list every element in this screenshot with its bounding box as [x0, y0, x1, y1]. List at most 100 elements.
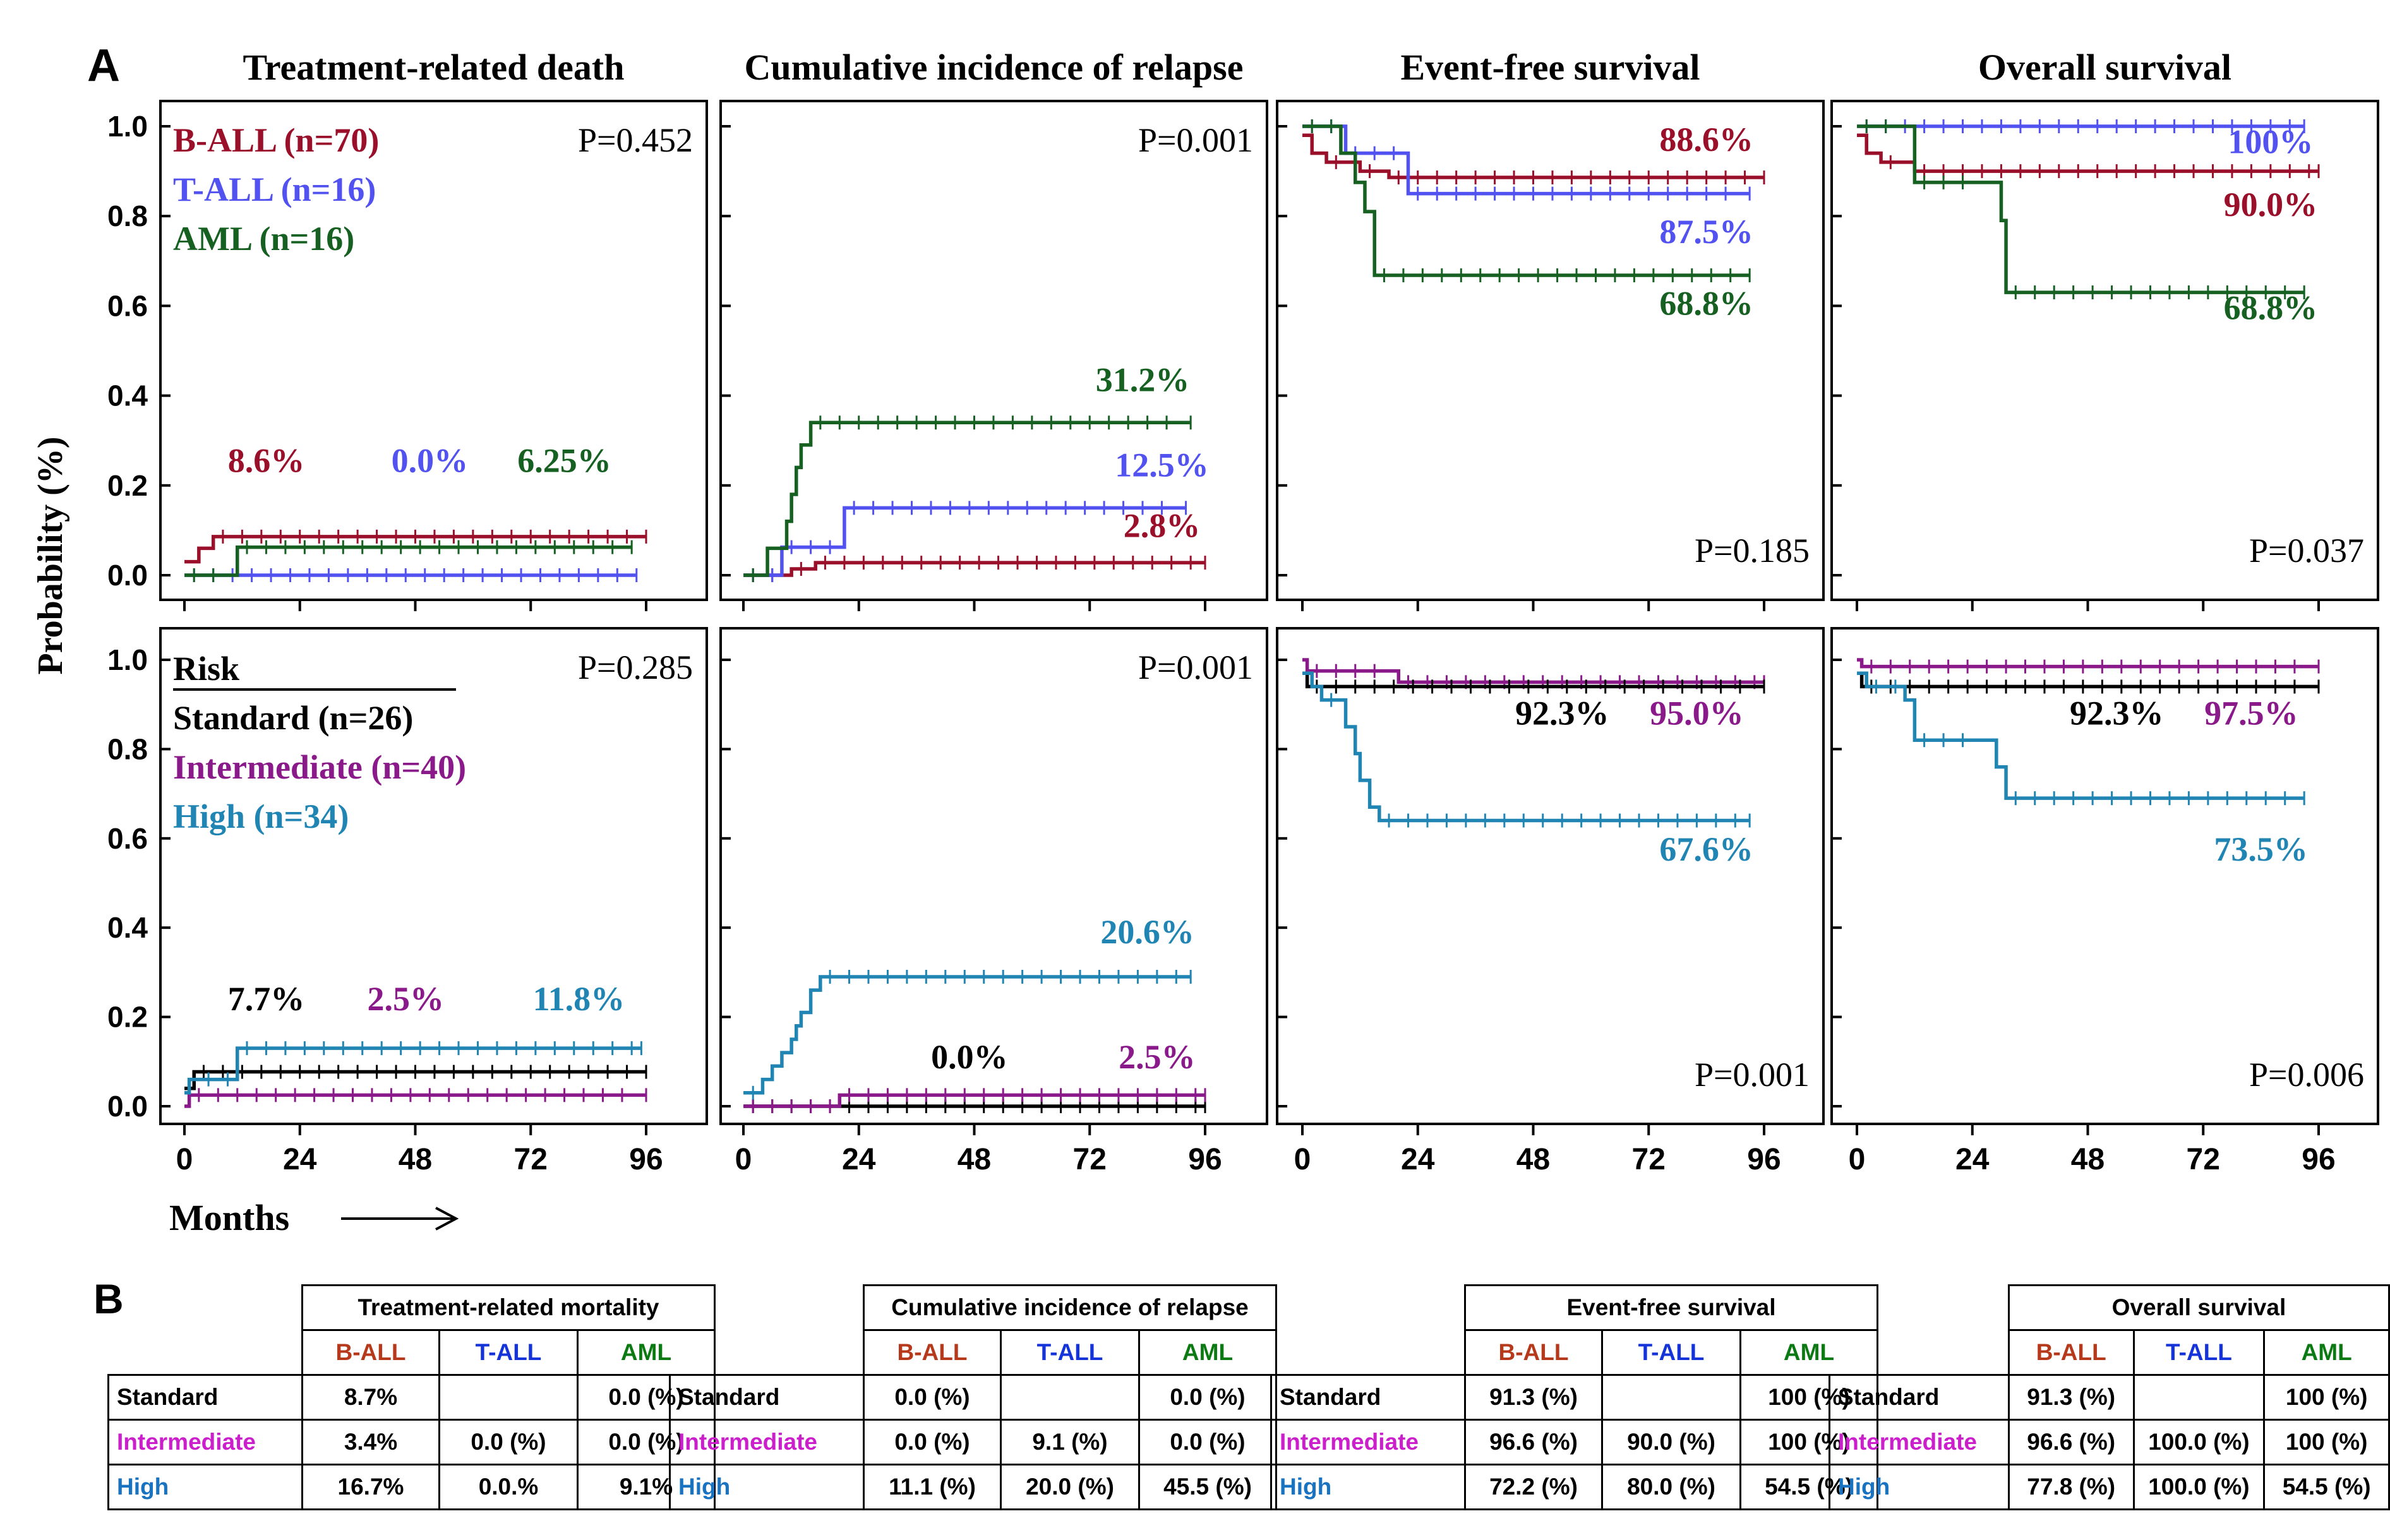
- censor-marks-b-all: [1889, 155, 2310, 179]
- row-label: Standard: [107, 1374, 303, 1421]
- table-cell: 100.0 (%): [2132, 1419, 2266, 1465]
- table-cell: 0.0 (%): [1138, 1419, 1277, 1465]
- value-annotation: 0.0%: [931, 1038, 1008, 1076]
- table-cell: 0.0 (%): [1138, 1374, 1277, 1421]
- p-value: P=0.006: [2249, 1056, 2364, 1094]
- value-annotation: 68.8%: [2224, 289, 2318, 327]
- summary-table-2: Event-free survival B-ALL T-ALL AML Standard…: [1270, 1284, 1878, 1510]
- table-cell: 0.0 (%): [438, 1419, 579, 1465]
- blank-cell: [1830, 1286, 2009, 1330]
- value-annotation: 20.6%: [1100, 913, 1194, 951]
- y-tick-label: 0.4: [107, 379, 148, 412]
- legend-entry: High (n=34): [173, 797, 349, 835]
- censor-marks-intermediate: [1870, 659, 2296, 674]
- x-tick-label: 96: [629, 1143, 663, 1176]
- series-line-high: [743, 975, 1191, 1095]
- table-cell: 11.1 (%): [863, 1464, 1002, 1510]
- value-annotation: 67.6%: [1659, 830, 1753, 868]
- value-annotation: 87.5%: [1659, 213, 1753, 251]
- table-cell: 90.0 (%): [1601, 1419, 1741, 1465]
- x-tick-label: 0: [735, 1143, 752, 1176]
- censor-marks-standard: [1316, 679, 1741, 694]
- y-tick-label: 0.0: [107, 1090, 148, 1123]
- x-tick-label: 48: [2071, 1143, 2105, 1176]
- table-cell: 9.1 (%): [1000, 1419, 1140, 1465]
- table-cell: [2132, 1374, 2266, 1421]
- summary-table-1: Cumulative incidence of relapse B-ALL T-AL…: [669, 1284, 1277, 1510]
- table-cell: [438, 1374, 579, 1421]
- x-tick-label: 72: [1073, 1143, 1107, 1176]
- y-axis-label: Probability (%): [31, 437, 70, 675]
- censor-marks-high: [1330, 693, 1736, 828]
- column-header: B-ALL: [301, 1329, 440, 1376]
- row-label: Standard: [1270, 1374, 1466, 1421]
- censor-marks-high: [752, 969, 1177, 1100]
- value-annotation: 12.5%: [1115, 446, 1209, 484]
- p-value: P=0.185: [1695, 532, 1810, 570]
- x-tick-label: 0: [1294, 1143, 1311, 1176]
- km-panel-0-0: Treatment-related death 0.0 0.2 0.4 0.6 0.8 1.…: [107, 47, 708, 611]
- plot-frame: [719, 627, 1268, 1125]
- series-line-intermediate: [184, 1093, 646, 1108]
- row-label: Intermediate: [669, 1419, 865, 1465]
- km-panel-1-0: 0.0 0.2 0.4 0.6 0.8 1.0 0 24 48 72 96 7.7% 2.5% 11.8%…: [107, 627, 708, 1176]
- censor-marks-intermediate: [198, 1088, 623, 1102]
- y-tick-label: 0.2: [107, 1001, 148, 1034]
- table-cell: 77.8 (%): [2007, 1464, 2135, 1510]
- table-title: Event-free survival: [1464, 1284, 1878, 1331]
- x-tick-label: 0: [1849, 1143, 1866, 1176]
- table-body: Treatment-related mortality B-ALL T-ALL AML…: [107, 1284, 716, 1510]
- legend-entry: T-ALL (n=16): [173, 170, 376, 208]
- panel-title: Event-free survival: [1400, 47, 1700, 88]
- series-line-high: [184, 1046, 642, 1095]
- value-annotation: 92.3%: [2070, 695, 2164, 732]
- column-header: AML: [1739, 1329, 1878, 1376]
- value-annotation: 92.3%: [1515, 695, 1609, 732]
- table-row: Intermediate 0.0 (%) 9.1 (%) 0.0 (%): [669, 1419, 1277, 1465]
- y-tick-label: 0.8: [107, 200, 148, 232]
- series-line-high: [1302, 671, 1750, 823]
- table-cell: 100 (%): [2263, 1419, 2390, 1465]
- censor-marks-high: [207, 1041, 633, 1087]
- x-tick-label: 24: [1401, 1143, 1435, 1176]
- censor-marks-aml: [1311, 119, 1732, 283]
- table-cell: 3.4%: [301, 1419, 440, 1465]
- column-header: T-ALL: [2132, 1329, 2266, 1376]
- censor-marks-intermediate: [752, 1088, 1197, 1113]
- y-tick-label: 0.6: [107, 289, 148, 322]
- table-cell: 100 (%): [2263, 1374, 2390, 1421]
- table-cell: 100.0 (%): [2132, 1464, 2266, 1510]
- p-value: P=0.001: [1695, 1056, 1810, 1094]
- plot-frame: [1830, 100, 2379, 601]
- row-label: High: [669, 1464, 865, 1510]
- series-line-b-all: [184, 535, 646, 564]
- value-annotation: 97.5%: [2204, 695, 2298, 732]
- x-tick-label: 48: [1516, 1143, 1550, 1176]
- table-row: High 72.2 (%) 80.0 (%) 54.5 (%): [1270, 1464, 1878, 1510]
- table-body: Cumulative incidence of relapse B-ALL T-AL…: [669, 1284, 1277, 1510]
- x-tick-label: 72: [2187, 1143, 2220, 1176]
- table-title: Cumulative incidence of relapse: [863, 1284, 1277, 1331]
- panel-title: Treatment-related death: [243, 47, 624, 88]
- series-line-aml: [1857, 124, 2305, 294]
- series-line-aml: [743, 421, 1191, 577]
- censor-marks-b-all: [222, 529, 628, 544]
- y-tick-label: 1.0: [107, 110, 148, 143]
- censor-marks-aml: [193, 540, 614, 582]
- blank-cell: [109, 1330, 303, 1375]
- row-label: Intermediate: [107, 1419, 303, 1465]
- table-cell: 45.5 (%): [1138, 1464, 1277, 1510]
- p-value: P=0.037: [2249, 532, 2364, 570]
- row-label: Intermediate: [1270, 1419, 1466, 1465]
- table-cell: 96.6 (%): [2007, 1419, 2135, 1465]
- panel-a-label: A: [87, 40, 120, 91]
- table-title: Treatment-related mortality: [301, 1284, 716, 1331]
- value-annotation: 88.6%: [1659, 121, 1753, 158]
- table-cell: 0.0 (%): [863, 1374, 1002, 1421]
- series-line-high: [1857, 671, 2305, 800]
- table-cell: 0.0 (%): [863, 1419, 1002, 1465]
- table-header-row: B-ALL T-ALL AML: [109, 1329, 716, 1376]
- table-row: Standard 8.7% 0.0 (%): [107, 1374, 716, 1421]
- table-header-row: B-ALL T-ALL AML: [1830, 1329, 2390, 1376]
- table-body: Event-free survival B-ALL T-ALL AML Standard…: [1270, 1284, 1878, 1510]
